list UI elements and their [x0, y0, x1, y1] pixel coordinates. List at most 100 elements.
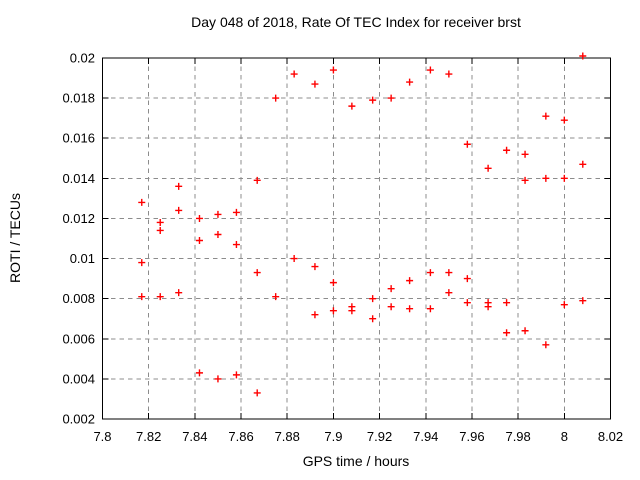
x-tick-label: 8: [561, 429, 568, 444]
data-point: [369, 315, 377, 323]
data-point: [521, 150, 529, 158]
data-point: [195, 369, 203, 377]
x-tick-label: 7.9: [324, 429, 342, 444]
data-point: [387, 94, 395, 102]
data-point: [156, 226, 164, 234]
data-point: [579, 297, 587, 305]
data-point: [579, 160, 587, 168]
x-tick-label: 7.88: [275, 429, 300, 444]
data-point: [253, 389, 261, 397]
data-point: [311, 80, 319, 88]
data-point: [369, 295, 377, 303]
tick-label-layer: 7.8 7.82 7.84 7.86 7.88 7.9 7.92 7.94 7.96 7.98 8 8…: [62, 51, 623, 445]
data-point: [503, 146, 511, 154]
y-tick-label: 0.018: [62, 91, 95, 106]
x-tick-label: 7.84: [182, 429, 207, 444]
data-point: [387, 303, 395, 311]
data-point: [214, 210, 222, 218]
data-point: [560, 116, 568, 124]
data-point: [445, 70, 453, 78]
data-point: [232, 371, 240, 379]
data-point: [272, 94, 280, 102]
data-point: [484, 303, 492, 311]
data-point: [445, 289, 453, 297]
x-tick-label: 7.86: [228, 429, 253, 444]
data-point: [156, 218, 164, 226]
y-tick-label: 0.006: [62, 331, 95, 346]
data-point-layer: [138, 52, 587, 397]
data-point: [290, 255, 298, 263]
x-tick-label: 7.82: [136, 429, 161, 444]
data-point: [175, 206, 183, 214]
data-point: [156, 293, 164, 301]
data-point: [214, 375, 222, 383]
data-point: [195, 214, 203, 222]
grid-layer: [102, 57, 611, 420]
chart-title: Day 048 of 2018, Rate Of TEC Index for r…: [191, 14, 521, 30]
data-point: [311, 263, 319, 271]
x-tick-label: 8.02: [598, 429, 623, 444]
data-point: [329, 279, 337, 287]
data-point: [138, 293, 146, 301]
data-point: [138, 198, 146, 206]
data-point: [138, 259, 146, 267]
data-point: [503, 299, 511, 307]
data-point: [521, 176, 529, 184]
data-point: [195, 237, 203, 245]
data-point: [406, 78, 414, 86]
x-tick-label: 7.94: [413, 429, 438, 444]
data-point: [175, 289, 183, 297]
data-point: [329, 307, 337, 315]
data-point: [232, 241, 240, 249]
data-point: [369, 96, 377, 104]
data-point: [272, 293, 280, 301]
data-point: [426, 269, 434, 277]
data-point: [253, 176, 261, 184]
data-point: [503, 329, 511, 337]
data-point: [406, 277, 414, 285]
data-point: [542, 174, 550, 182]
data-point: [463, 299, 471, 307]
data-point: [232, 208, 240, 216]
y-tick-label: 0.012: [62, 211, 95, 226]
y-tick-label: 0.014: [62, 171, 95, 186]
data-point: [311, 311, 319, 319]
data-point: [521, 327, 529, 335]
x-axis-title: GPS time / hours: [303, 453, 410, 469]
data-point: [560, 174, 568, 182]
y-tick-label: 0.01: [70, 251, 95, 266]
data-point: [445, 269, 453, 277]
y-axis-title: ROTI / TECUs: [7, 193, 23, 283]
data-point: [348, 307, 356, 315]
tick-layer: [102, 57, 611, 420]
data-point: [463, 275, 471, 283]
y-tick-label: 0.02: [70, 51, 95, 66]
x-tick-label: 7.92: [367, 429, 392, 444]
x-tick-label: 7.96: [459, 429, 484, 444]
data-point: [426, 66, 434, 74]
data-point: [426, 305, 434, 313]
data-point: [560, 301, 568, 309]
y-tick-label: 0.016: [62, 131, 95, 146]
data-point: [387, 285, 395, 293]
data-point: [214, 230, 222, 238]
data-point: [348, 102, 356, 110]
y-tick-label: 0.002: [62, 412, 95, 427]
data-point: [542, 112, 550, 120]
data-point: [542, 341, 550, 349]
y-tick-label: 0.004: [62, 371, 95, 386]
x-tick-label: 7.98: [505, 429, 530, 444]
data-point: [406, 305, 414, 313]
data-point: [253, 269, 261, 277]
plot-border-layer: [102, 57, 611, 420]
data-point: [484, 164, 492, 172]
data-point: [329, 66, 337, 74]
data-point: [175, 182, 183, 190]
plot-border: [102, 57, 611, 420]
x-tick-label: 7.8: [93, 429, 111, 444]
data-point: [579, 52, 587, 60]
data-point: [463, 140, 471, 148]
y-tick-label: 0.008: [62, 291, 95, 306]
